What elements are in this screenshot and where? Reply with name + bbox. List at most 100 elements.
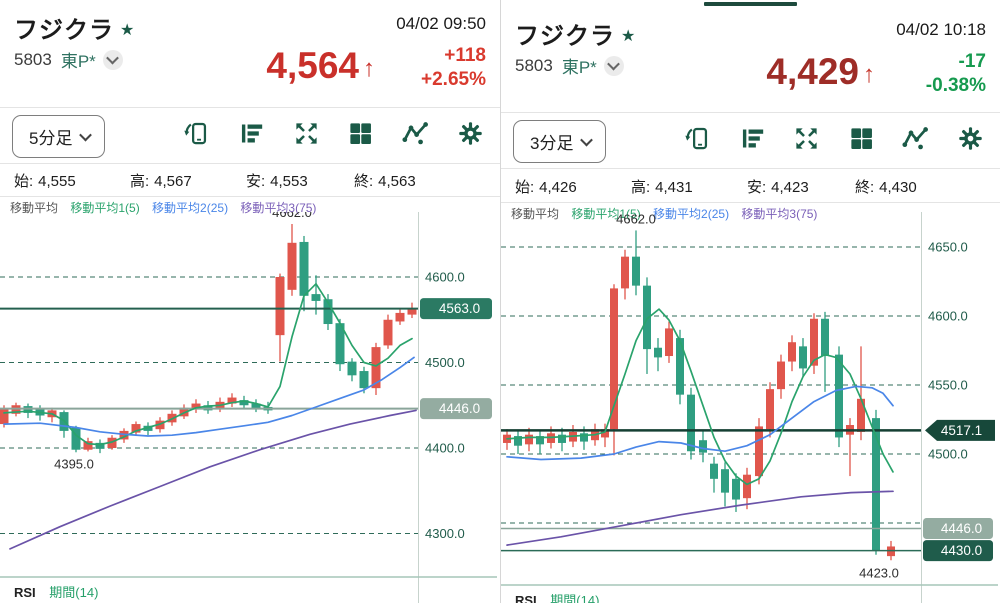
high-value: 4,567 bbox=[154, 173, 192, 190]
toolbar-icons bbox=[183, 120, 484, 147]
chart-toolbar: 5分足 bbox=[0, 112, 500, 162]
svg-text:4650.0: 4650.0 bbox=[928, 240, 968, 255]
svg-text:4500.0: 4500.0 bbox=[928, 447, 968, 462]
stock-title-row: フジクラ ★ bbox=[14, 10, 135, 45]
ma2-legend[interactable]: 移動平均2(25) bbox=[653, 207, 730, 221]
price-chart[interactable]: 4600.0 4500.0 4400.0 4300.0 4563.0 4446.0 4662… bbox=[0, 205, 497, 603]
price-change: -17 bbox=[958, 51, 986, 72]
svg-text:4430.0: 4430.0 bbox=[941, 543, 982, 558]
price-change-pct: +2.65% bbox=[421, 69, 486, 90]
market-depth-icon[interactable] bbox=[238, 120, 265, 147]
svg-text:4423.0: 4423.0 bbox=[859, 565, 899, 580]
rsi-row: RSI 期間(14) bbox=[515, 590, 599, 603]
ma1-legend[interactable]: 移動平均1(5) bbox=[571, 207, 641, 221]
close-value: 4,430 bbox=[879, 179, 917, 196]
svg-text:4600.0: 4600.0 bbox=[425, 270, 465, 285]
low-value: 4,553 bbox=[270, 173, 308, 190]
rsi-label: RSI bbox=[515, 593, 537, 603]
rsi-row: RSI 期間(14) bbox=[14, 582, 98, 601]
ma-legend: 移動平均 移動平均1(5) 移動平均2(25) 移動平均3(75) bbox=[511, 205, 826, 222]
stock-name: フジクラ bbox=[515, 23, 615, 50]
rsi-label: RSI bbox=[14, 585, 36, 600]
timeframe-select[interactable]: 3分足 bbox=[513, 120, 607, 163]
high-label: 高: bbox=[130, 173, 150, 190]
chart-panel-left: フジクラ ★ 5803 東P* 04/02 09:50 4,564 ↑ +118 +… bbox=[0, 10, 500, 603]
price-value: 4,564 bbox=[266, 45, 359, 86]
timeframe-select[interactable]: 5分足 bbox=[12, 115, 106, 158]
low-label: 安: bbox=[747, 179, 767, 196]
open-value: 4,426 bbox=[539, 179, 577, 196]
svg-text:4400.0: 4400.0 bbox=[425, 441, 465, 456]
divider bbox=[501, 168, 1000, 169]
stock-code: 5803 bbox=[515, 55, 553, 75]
expand-chevron-icon[interactable] bbox=[102, 49, 123, 70]
ohlc-row: 始: 4,555 高: 4,567 安: 4,553 終: 4,563 bbox=[14, 170, 484, 192]
divider bbox=[0, 196, 500, 197]
svg-text:4517.1: 4517.1 bbox=[941, 423, 982, 438]
price-change: +118 bbox=[444, 45, 486, 66]
timeframe-label: 3分足 bbox=[530, 134, 574, 153]
market-depth-icon[interactable] bbox=[739, 125, 766, 152]
price-chart[interactable]: 4650.0 4600.0 4550.0 4500.0 4446.0 4430.0 4517… bbox=[501, 211, 998, 603]
fullscreen-icon[interactable] bbox=[793, 125, 820, 152]
chevron-down-icon bbox=[580, 133, 594, 147]
price-value: 4,429 bbox=[766, 51, 859, 92]
market-label: 東P* bbox=[60, 52, 96, 71]
close-label: 終: bbox=[354, 173, 374, 190]
svg-text:4446.0: 4446.0 bbox=[439, 401, 480, 416]
technical-indicator-icon[interactable] bbox=[402, 120, 430, 147]
svg-text:4500.0: 4500.0 bbox=[425, 355, 465, 370]
current-price: 4,429 ↑ bbox=[766, 52, 875, 95]
stock-code: 5803 bbox=[14, 49, 52, 69]
favorite-star-icon[interactable]: ★ bbox=[120, 22, 136, 39]
high-label: 高: bbox=[631, 179, 651, 196]
ma2-legend[interactable]: 移動平均2(25) bbox=[152, 201, 229, 215]
svg-text:4662.0: 4662.0 bbox=[272, 212, 312, 220]
ma1-legend[interactable]: 移動平均1(5) bbox=[70, 201, 140, 215]
low-value: 4,423 bbox=[771, 179, 809, 196]
low-label: 安: bbox=[246, 173, 266, 190]
favorite-star-icon[interactable]: ★ bbox=[621, 28, 637, 45]
quote-datetime: 04/02 09:50 bbox=[396, 14, 486, 33]
technical-indicator-icon[interactable] bbox=[902, 125, 930, 152]
ma-legend-title: 移動平均 bbox=[10, 201, 59, 215]
ma-legend-title: 移動平均 bbox=[511, 207, 560, 221]
timeframe-label: 5分足 bbox=[29, 129, 73, 148]
ma3-legend[interactable]: 移動平均3(75) bbox=[240, 201, 317, 215]
fullscreen-icon[interactable] bbox=[293, 120, 320, 147]
chart-panel-right: フジクラ ★ 5803 東P* 04/02 10:18 4,429 ↑ -17 -0… bbox=[500, 0, 1000, 603]
ohlc-row: 始: 4,426 高: 4,431 安: 4,423 終: 4,430 bbox=[515, 176, 985, 198]
open-value: 4,555 bbox=[38, 173, 76, 190]
open-label: 始: bbox=[14, 173, 34, 190]
stock-code-row: 5803 東P* bbox=[14, 47, 123, 72]
up-arrow-icon: ↑ bbox=[363, 55, 375, 82]
settings-gear-icon[interactable] bbox=[457, 120, 484, 147]
expand-chevron-icon[interactable] bbox=[603, 55, 624, 76]
chart-toolbar: 3分足 bbox=[501, 117, 1000, 167]
svg-text:4300.0: 4300.0 bbox=[425, 526, 465, 541]
rotate-device-icon[interactable] bbox=[684, 125, 711, 152]
price-change-block: -17 -0.38% bbox=[926, 50, 986, 98]
rsi-param[interactable]: 期間(14) bbox=[49, 585, 99, 600]
grid-layout-icon[interactable] bbox=[848, 125, 875, 152]
svg-text:4563.0: 4563.0 bbox=[439, 301, 480, 316]
quote-datetime: 04/02 10:18 bbox=[896, 20, 986, 39]
up-arrow-icon: ↑ bbox=[863, 61, 875, 88]
svg-text:4662.0: 4662.0 bbox=[616, 212, 656, 226]
rotate-device-icon[interactable] bbox=[183, 120, 210, 147]
divider bbox=[0, 107, 500, 108]
high-value: 4,431 bbox=[655, 179, 693, 196]
svg-text:4395.0: 4395.0 bbox=[54, 456, 94, 471]
open-label: 始: bbox=[515, 179, 535, 196]
close-label: 終: bbox=[855, 179, 875, 196]
rsi-param[interactable]: 期間(14) bbox=[550, 593, 600, 603]
svg-text:4446.0: 4446.0 bbox=[941, 521, 982, 536]
grid-layout-icon[interactable] bbox=[347, 120, 374, 147]
ma3-legend[interactable]: 移動平均3(75) bbox=[741, 207, 818, 221]
current-price: 4,564 ↑ bbox=[266, 46, 375, 89]
svg-text:4600.0: 4600.0 bbox=[928, 309, 968, 324]
settings-gear-icon[interactable] bbox=[957, 125, 984, 152]
divider bbox=[501, 112, 1000, 113]
market-label: 東P* bbox=[561, 58, 597, 77]
